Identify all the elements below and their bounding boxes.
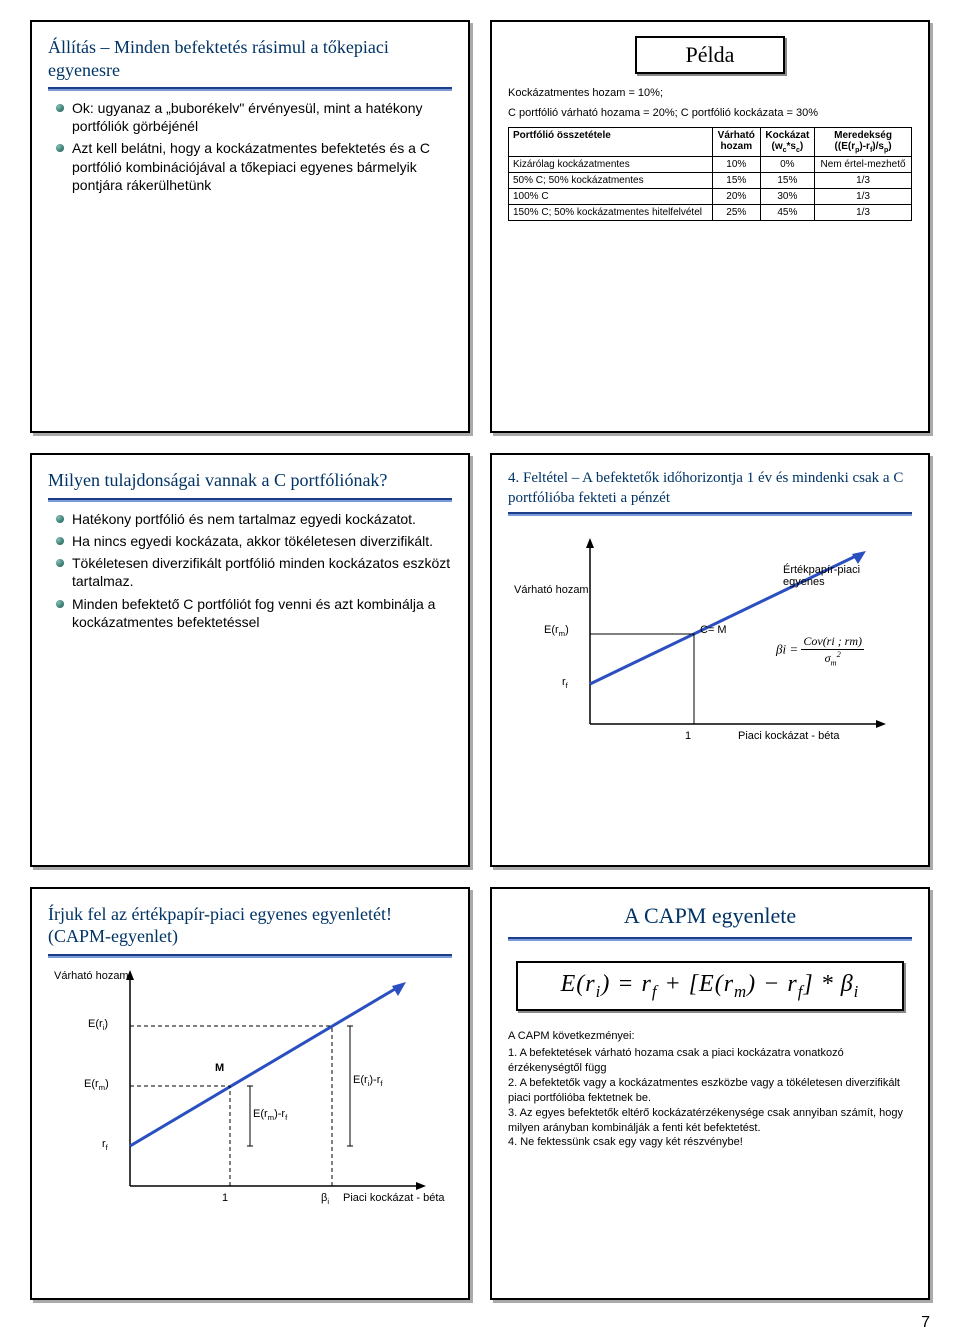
seg2: E(ri)-rf [353,1074,383,1088]
beta-formula: βi = Cov(ri ; rm)σm2 [776,634,864,667]
table-header-row: Portfólió összetétele Várhatóhozam Kocká… [509,127,912,156]
caption2: C portfólió várható hozama = 20%; C port… [508,106,912,120]
th: Várhatóhozam [712,127,760,156]
item: 3. Az egyes befektetők eltérő kockázatér… [508,1106,912,1136]
th: Kockázat(wc*sc) [760,127,815,156]
page-number: 7 [921,1314,930,1332]
slide1-title: Állítás – Minden befektetés rásimul a tő… [48,36,452,81]
slide4-title: 4. Feltétel – A befektetők időhorizontja… [508,469,912,508]
slide-5: Írjuk fel az értékpapír-piaci egyenes eg… [30,887,470,1300]
rf-label: rf [102,1138,108,1152]
table-row: Kizárólag kockázatmentes 10% 0% Nem érte… [509,156,912,172]
slide-4: 4. Feltétel – A befektetők időhorizontja… [490,453,930,866]
m-point: M [215,1062,224,1074]
bullet: Ha nincs egyedi kockázata, akkor tökélet… [54,532,452,550]
beta-i: βi [321,1192,329,1206]
bullet: Azt kell belátni, hogy a kockázatmentes … [54,139,452,194]
capm-consequences: A CAPM következményei: 1. A befektetések… [508,1029,912,1150]
sml-label: Értékpapír-piaci egyenes [783,564,893,588]
title-underline [508,937,912,941]
y-label: Várható hozam [54,970,129,982]
slide-2: Példa Kockázatmentes hozam = 10%; C port… [490,20,930,433]
cm-label: C= M [700,624,727,636]
chart-svg [48,966,452,1226]
slide-3: Milyen tulajdonságai vannak a C portfóli… [30,453,470,866]
xtick: 1 [222,1192,228,1204]
bullet: Hatékony portfólió és nem tartalmaz egye… [54,510,452,528]
table-row: 100% C 20% 30% 1/3 [509,188,912,204]
eri-label: E(ri) [88,1018,108,1032]
th: Meredekség((E(rp)-rf)/sp) [815,127,912,156]
y-label: Várható hozam [514,584,589,596]
slide3-title: Milyen tulajdonságai vannak a C portfóli… [48,469,452,492]
item: 4. Ne fektessünk csak egy vagy két részv… [508,1135,912,1150]
title-underline [48,87,452,91]
slide6-title: A CAPM egyenlete [508,903,912,929]
x-label: Piaci kockázat - béta [738,730,840,742]
item: 2. A befektetők vagy a kockázatmentes es… [508,1076,912,1106]
erm-label: E(rm) [544,624,569,638]
x-label: Piaci kockázat - béta [343,1192,445,1204]
title-underline [48,954,452,958]
item: 1. A befektetések várható hozama csak a … [508,1046,912,1076]
th: Portfólió összetétele [509,127,713,156]
slide1-bullets: Ok: ugyanaz a „buborékelv" érvényesül, m… [48,99,452,194]
table-row: 150% C; 50% kockázatmentes hitelfelvétel… [509,204,912,220]
sml-chart: Várható hozam E(rm) rf C= M Értékpapír-p… [508,524,912,764]
caption1: Kockázatmentes hozam = 10%; [508,86,912,100]
slide-6: A CAPM egyenlete E(ri) = rf + [E(rm) − r… [490,887,930,1300]
seg1: E(rm)-rf [253,1108,287,1122]
table-row: 50% C; 50% kockázatmentes 15% 15% 1/3 [509,172,912,188]
slide5-title: Írjuk fel az értékpapír-piaci egyenes eg… [48,903,452,948]
sub-caption: A CAPM következményei: [508,1029,912,1044]
slide-1: Állítás – Minden befektetés rásimul a tő… [30,20,470,433]
bullet: Ok: ugyanaz a „buborékelv" érvényesül, m… [54,99,452,135]
capm-equation: E(ri) = rf + [E(rm) − rf] * βi [516,961,904,1012]
slide3-bullets: Hatékony portfólió és nem tartalmaz egye… [48,510,452,631]
bullet: Minden befektető C portfóliót fog venni … [54,595,452,631]
rf-label: rf [562,676,568,690]
erm-label: E(rm) [84,1078,109,1092]
xtick: 1 [685,730,691,742]
bullet: Tökéletesen diverzifikált portfólió mind… [54,554,452,590]
capm-chart: Várható hozam E(ri) E(rm) rf M E(rm)-rf … [48,966,452,1226]
slide2-title: Példa [635,36,785,74]
portfolio-table: Portfólió összetétele Várhatóhozam Kocká… [508,127,912,221]
title-underline [508,512,912,516]
title-underline [48,498,452,502]
slide-grid: Állítás – Minden befektetés rásimul a tő… [0,0,960,1340]
